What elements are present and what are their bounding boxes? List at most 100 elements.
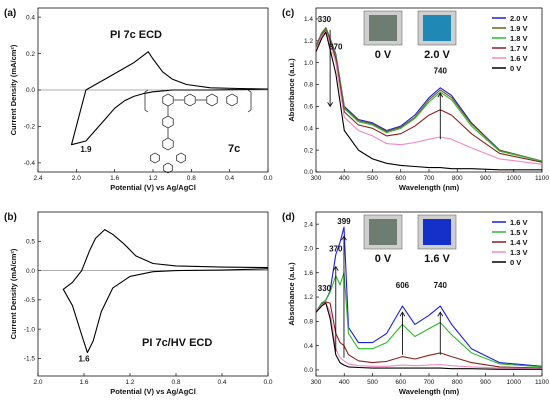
peak-annotation: 1.6 [78, 354, 90, 363]
x-tick-label: 1100 [535, 379, 549, 386]
series-line-0 [70, 51, 269, 146]
x-tick-label: 1.2 [148, 175, 157, 182]
x-tick-label: 900 [480, 175, 491, 182]
series-line-0 V [315, 31, 542, 171]
legend-entry: 2.0 V [510, 14, 528, 23]
molecule-structure [144, 89, 252, 174]
y-tick-label: -1.5 [24, 356, 36, 363]
x-tick-label: 2.0 [33, 379, 42, 386]
legend-entry: 1.4 V [510, 238, 528, 247]
y-tick-label: 0.5 [26, 238, 35, 245]
peak-annotation: 370 [329, 244, 343, 253]
x-tick-label: 900 [480, 379, 491, 386]
x-tick-label: 2.4 [33, 175, 42, 182]
x-tick-label: 300 [311, 175, 322, 182]
legend-entry: 1.3 V [510, 248, 528, 257]
film-photo-label: 0 V [375, 49, 392, 61]
y-tick-label: -0.2 [24, 124, 36, 131]
film-photo-label: 0 V [375, 253, 392, 265]
x-axis-label: Potential (V) vs Ag/AgCl [110, 183, 196, 192]
x-tick-label: 1.6 [79, 379, 88, 386]
x-tick-label: 0.4 [217, 379, 226, 386]
x-tick-label: 600 [395, 379, 406, 386]
x-axis-label: Potential (V) vs Ag/AgCl [110, 387, 196, 396]
trend-arrowhead [341, 235, 347, 241]
series-line-1.5 V [315, 272, 543, 368]
x-tick-label: 1100 [535, 175, 549, 182]
y-tick-label: 0.4 [304, 125, 313, 132]
x-tick-label: 400 [339, 175, 350, 182]
trend-arrowhead [399, 311, 406, 317]
x-axis-label: Wavelength (nm) [399, 183, 460, 192]
peak-annotation: 330 [318, 15, 332, 24]
y-tick-label: 0.4 [304, 343, 313, 350]
series-line-0 [62, 229, 269, 354]
x-tick-label: 1.2 [125, 379, 134, 386]
y-tick-label: 0.8 [304, 82, 313, 89]
panel-label: (a) [4, 8, 16, 19]
film-photo-sample [369, 219, 397, 245]
y-tick-label: 0.4 [26, 14, 35, 21]
y-tick-label: 0.0 [304, 169, 313, 176]
trend-arrowhead [327, 102, 334, 108]
y-axis-label: Current Density (mA/cm²) [9, 44, 18, 135]
y-tick-label: -0.4 [24, 160, 36, 167]
legend-entry: 1.6 V [510, 218, 528, 227]
panel-d: 300 400 500 600 700 800 900 1000 1100 0.0 0.4 0.8 1.… [282, 211, 549, 396]
legend-entry: 1.5 V [510, 228, 528, 237]
series-line-1.6 V [315, 30, 543, 165]
panel-label: (b) [4, 212, 17, 223]
y-tick-label: -1.0 [24, 326, 36, 333]
x-tick-label: 500 [367, 175, 378, 182]
legend-entry: 1.9 V [510, 24, 528, 33]
y-tick-label: -0.5 [24, 297, 36, 304]
y-axis-label: Current Density (mA/cm²) [9, 248, 18, 339]
chart-title: PI 7c/HV ECD [142, 337, 212, 349]
peak-annotation: 740 [434, 67, 448, 76]
x-tick-label: 600 [395, 175, 406, 182]
peak-annotation: 330 [318, 284, 332, 293]
legend-entry: 1.8 V [510, 34, 528, 43]
chart-title: PI 7c ECD [110, 29, 162, 41]
x-tick-label: 800 [452, 175, 463, 182]
panel-label: (c) [282, 8, 294, 19]
series-line-0 V [315, 302, 542, 370]
y-axis-label: Absorbance (a.u.) [287, 262, 296, 326]
film-photo-sample [423, 15, 451, 41]
y-tick-label: 1.6 [304, 270, 313, 277]
panel-b: 2.0 1.6 1.2 0.8 0.4 0.0 -1.5 -1.0 -0.5 0.0 0.5 Pote… [4, 211, 273, 396]
y-tick-label: 1.2 [304, 294, 313, 301]
legend-entry: 1.6 V [510, 54, 528, 63]
x-tick-label: 1.6 [110, 175, 119, 182]
x-tick-label: 300 [311, 379, 322, 386]
y-tick-label: 2.0 [304, 246, 313, 253]
y-tick-label: 0.2 [304, 147, 313, 154]
series-line-1.7 V [315, 29, 543, 163]
peak-annotation: 606 [396, 281, 410, 290]
y-tick-label: 0.2 [26, 51, 35, 58]
x-tick-label: 700 [424, 379, 435, 386]
peak-annotation: 740 [434, 281, 448, 290]
legend-entry: 1.7 V [510, 44, 528, 53]
x-tick-label: 0.8 [171, 379, 180, 386]
panel-label: (d) [282, 212, 295, 223]
panel-a: 2.4 2.0 1.6 1.2 0.8 0.4 0.0 -0.4 -0.2 0.0 0.2 0.4 Po… [4, 7, 273, 192]
series-line-1.4 V [315, 301, 543, 369]
peak-annotation: 1.9 [80, 145, 92, 154]
y-tick-label: 0.0 [26, 268, 35, 275]
y-tick-label: 1.4 [304, 16, 313, 23]
y-axis-label: Absorbance (a.u.) [287, 58, 296, 122]
trend-arrowhead [332, 265, 339, 271]
y-tick-label: 1.0 [304, 60, 313, 67]
x-tick-label: 400 [339, 379, 350, 386]
plot-frame-b [37, 211, 269, 377]
y-tick-label: 1.2 [304, 38, 313, 45]
legend-entry: 0 V [510, 64, 521, 73]
x-tick-label: 700 [424, 175, 435, 182]
film-photo-sample [369, 15, 397, 41]
series-line-1.9 V [315, 27, 543, 162]
legend-entry: 0 V [510, 258, 521, 267]
panel-c: 300 400 500 600 700 800 900 1000 1100 0.0 0.2 0.4 0.… [282, 7, 549, 192]
x-tick-label: 500 [367, 379, 378, 386]
